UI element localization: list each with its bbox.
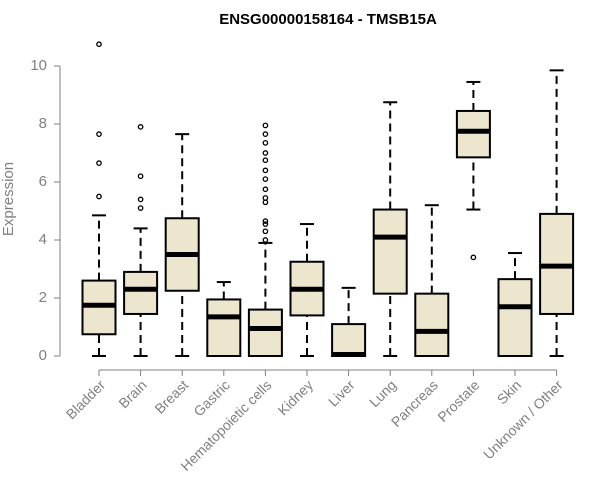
box-body [247, 308, 283, 358]
outlier-point [262, 122, 269, 129]
box [372, 101, 408, 357]
box [331, 286, 367, 358]
outlier-point [262, 140, 269, 146]
x-tick-label: Liver [325, 377, 358, 410]
chart-title: ENSG00000158164 - TMSB15A [219, 11, 437, 28]
outlier-point [137, 205, 144, 211]
outlier-point [137, 196, 144, 203]
outlier-point [470, 254, 477, 261]
outlier-point [262, 150, 269, 156]
box-body [372, 208, 408, 295]
x-tick-label: Lung [366, 377, 399, 410]
box [455, 80, 491, 261]
box [123, 124, 159, 357]
y-tick-label: 2 [39, 289, 47, 306]
outlier-point [262, 195, 269, 201]
x-tick-label: Breast [151, 377, 191, 417]
outlier-point [137, 173, 144, 180]
box [539, 69, 575, 357]
box [81, 41, 117, 357]
y-tick-label: 4 [39, 231, 47, 248]
outlier-point [262, 228, 269, 235]
box-body [414, 292, 450, 357]
box [164, 133, 200, 357]
x-tick-label: Kidney [275, 377, 317, 419]
x-tick-label: Prostate [434, 377, 482, 425]
x-tick-label: Skin [494, 377, 525, 408]
outlier-point [262, 237, 269, 243]
outlier-point [262, 218, 269, 224]
box-body [123, 270, 159, 315]
outlier-point [137, 124, 144, 130]
outlier-point [96, 193, 102, 200]
box-body [455, 109, 491, 159]
outlier-point [96, 160, 102, 166]
box [497, 252, 533, 357]
x-tick-label: Brain [115, 377, 149, 411]
y-tick-label: 10 [30, 57, 47, 74]
y-axis: 0 2 4 6 8 10 [30, 57, 61, 364]
outlier-point [96, 131, 102, 137]
outlier-point [96, 41, 102, 48]
y-tick-label: 6 [39, 173, 47, 190]
y-tick-label: 8 [39, 115, 47, 132]
box-body [497, 278, 533, 357]
outlier-point [262, 157, 269, 164]
box-body [331, 323, 367, 358]
outlier-point [262, 131, 269, 137]
x-tick-label: Unknown / Other [480, 377, 566, 463]
box [289, 223, 325, 357]
box [414, 204, 450, 357]
box [206, 281, 242, 358]
box [247, 122, 283, 358]
x-tick-label: Bladder [63, 377, 109, 423]
outlier-point [262, 176, 269, 182]
outlier-point [262, 186, 269, 193]
y-tick-label: 0 [39, 347, 47, 364]
y-axis-label: Expression [0, 162, 17, 236]
outlier-point [262, 167, 269, 174]
box-body [206, 298, 242, 358]
outlier-point [262, 221, 269, 227]
box-series [81, 41, 575, 358]
